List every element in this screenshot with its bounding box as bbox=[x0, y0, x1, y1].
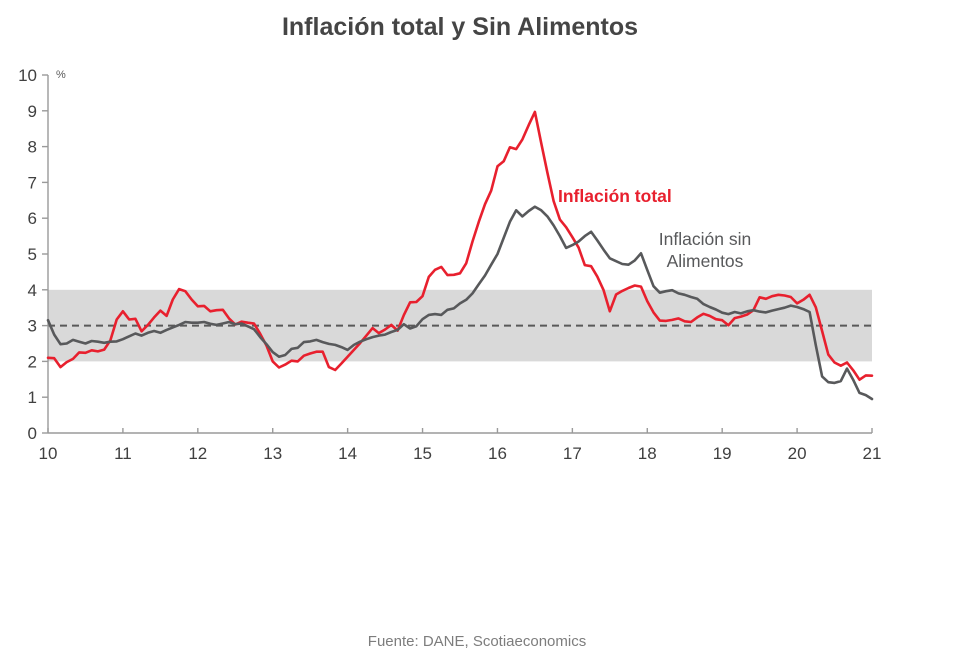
series-label-line2: Alimentos bbox=[666, 251, 744, 272]
x-tick-label: 12 bbox=[188, 444, 207, 463]
x-tick-label: 10 bbox=[39, 444, 58, 463]
x-tick-label: 16 bbox=[488, 444, 507, 463]
y-tick-label: 1 bbox=[28, 388, 37, 407]
y-tick-label: 5 bbox=[28, 245, 37, 264]
x-tick-label: 18 bbox=[638, 444, 657, 463]
series-label-line1: Inflación sin bbox=[658, 229, 752, 249]
source-note: Fuente: DANE, Scotiaeconomics bbox=[367, 633, 587, 650]
y-tick-label: 3 bbox=[28, 317, 37, 336]
x-tick-label: 14 bbox=[338, 444, 357, 463]
x-tick-label: 15 bbox=[413, 444, 432, 463]
y-tick-label: 4 bbox=[28, 281, 37, 300]
y-tick-label: 8 bbox=[28, 138, 37, 157]
y-tick-label: 2 bbox=[28, 352, 37, 371]
x-tick-label: 13 bbox=[263, 444, 282, 463]
series-label-inflacion-sin-alimentos: Inflación sin Alimentos bbox=[645, 228, 765, 273]
series-line-total bbox=[46, 110, 874, 382]
y-axis-unit-label: % bbox=[56, 69, 66, 81]
y-tick-label: 0 bbox=[28, 424, 37, 443]
x-tick-label: 19 bbox=[713, 444, 732, 463]
y-tick-label: 10 bbox=[18, 66, 37, 85]
y-tick-label: 9 bbox=[28, 102, 37, 121]
x-tick-label: 17 bbox=[563, 444, 582, 463]
x-tick-label: 21 bbox=[863, 444, 882, 463]
x-tick-label: 11 bbox=[114, 444, 132, 463]
series-label-inflacion-total: Inflación total bbox=[558, 186, 672, 206]
x-tick-label: 20 bbox=[788, 444, 807, 463]
series-line-core bbox=[46, 205, 874, 401]
y-tick-label: 7 bbox=[28, 173, 37, 192]
y-tick-label: 6 bbox=[28, 209, 37, 228]
chart-title: Inflación total y Sin Alimentos bbox=[281, 13, 639, 41]
